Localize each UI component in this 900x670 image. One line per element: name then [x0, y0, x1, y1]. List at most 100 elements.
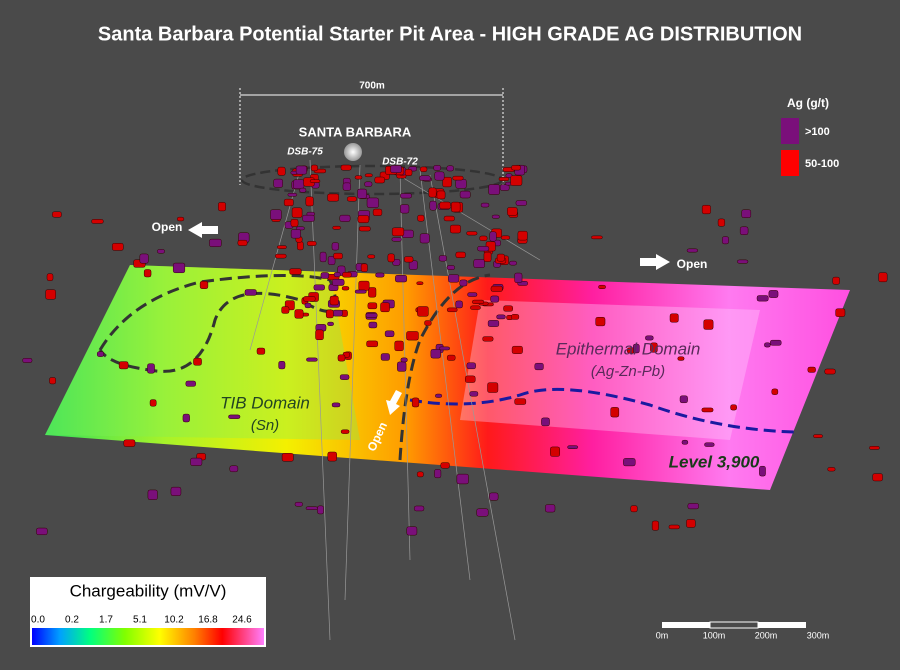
ag-intercept: [517, 230, 528, 241]
ag-intercept: [737, 259, 749, 264]
ag-intercept: [346, 196, 357, 202]
drill-trace: [429, 174, 516, 641]
ag-intercept: [170, 486, 182, 496]
level-label: Level 3,900: [669, 452, 760, 471]
ag-intercept: [650, 342, 658, 353]
drill-trace: [389, 169, 541, 261]
ag-intercept: [302, 214, 315, 222]
ag-intercept: [469, 391, 479, 397]
ag-intercept: [741, 209, 752, 218]
legend: >100 50-100: [781, 118, 839, 176]
ag-intercept: [704, 442, 715, 447]
ag-intercept: [459, 279, 468, 287]
ag-intercept: [514, 272, 523, 283]
ag-intercept: [331, 242, 339, 251]
ag-intercept: [511, 165, 521, 171]
ag-intercept: [488, 184, 500, 195]
ag-intercept: [340, 164, 352, 171]
ag-intercept: [368, 321, 378, 329]
ag-intercept: [610, 407, 620, 418]
ag-intercept: [380, 353, 390, 361]
ag-intercept: [327, 451, 337, 462]
ag-intercept: [455, 300, 463, 309]
ag-intercept: [507, 207, 518, 216]
ag-intercept: [429, 200, 437, 211]
ag-intercept: [139, 253, 149, 264]
ag-intercept: [651, 520, 659, 531]
ag-intercept: [367, 254, 376, 259]
open-arrow: [386, 390, 402, 415]
ag-intercept: [434, 171, 445, 181]
domain-boundary: [409, 387, 796, 434]
ag-intercept: [291, 207, 303, 218]
ag-intercept: [147, 363, 155, 374]
ag-intercept: [419, 175, 431, 181]
ag-intercept: [442, 176, 452, 188]
ag-intercept: [354, 289, 367, 294]
ag-intercept: [739, 226, 749, 235]
ag-intercept: [332, 278, 345, 286]
ag-intercept: [244, 289, 257, 296]
ag-intercept: [366, 340, 379, 348]
colorbar-ticks: 0.0 0.2 1.7 5.1 10.2 16.8 24.6: [31, 615, 252, 626]
ag-intercept: [645, 335, 654, 341]
ag-intercept: [372, 208, 383, 216]
ag-intercept: [287, 192, 298, 197]
ag-intercept: [340, 429, 350, 434]
ag-intercept: [759, 465, 766, 477]
ag-intercept: [304, 302, 312, 309]
domain-boundary: [398, 273, 491, 461]
ag-intercept: [325, 309, 334, 319]
ag-intercept: [278, 361, 286, 370]
ag-intercept: [143, 269, 152, 278]
ag-intercept: [49, 377, 56, 385]
ag-intercept: [364, 181, 373, 187]
ag-intercept: [687, 503, 699, 510]
ag-intercept: [487, 382, 499, 393]
open-label: Open: [677, 257, 708, 271]
open-arrow: [188, 222, 218, 238]
ag-intercept: [406, 526, 418, 536]
scale-label: 100m: [703, 630, 726, 640]
ag-intercept: [333, 272, 341, 278]
ag-intercept: [721, 236, 729, 245]
ag-intercept: [459, 190, 471, 199]
ag-intercept: [411, 397, 420, 408]
ag-intercept: [380, 302, 390, 313]
ag-intercept: [199, 280, 209, 289]
ag-intercept: [333, 252, 343, 260]
ag-intercept: [182, 413, 190, 423]
ag-intercept: [717, 218, 726, 227]
ag-intercept: [283, 198, 294, 207]
ag-intercept: [96, 351, 104, 357]
ag-intercept: [317, 505, 324, 515]
ag-intercept: [404, 256, 414, 263]
drill-trace: [309, 159, 331, 641]
legend-label: 50-100: [805, 158, 839, 170]
ag-intercept: [869, 446, 880, 450]
legend-swatch: [781, 150, 799, 176]
ag-intercept: [764, 342, 771, 348]
ag-intercept: [511, 345, 523, 354]
ag-intercept: [479, 235, 488, 241]
ag-intercept: [358, 226, 371, 232]
ag-intercept: [270, 209, 282, 220]
ag-intercept: [424, 320, 432, 326]
ag-intercept: [400, 357, 408, 363]
ag-intercept: [452, 175, 464, 181]
ag-intercept: [277, 166, 286, 176]
ag-intercept: [157, 249, 165, 254]
ag-intercept: [510, 175, 523, 186]
ag-intercept: [496, 314, 506, 320]
domain-label: TIB Domain: [220, 393, 310, 412]
ag-intercept: [632, 343, 640, 354]
ag-intercept: [320, 272, 330, 279]
scale-label: 300m: [807, 630, 830, 640]
ag-intercept: [430, 349, 441, 359]
ag-intercept: [677, 356, 685, 361]
ag-intercept: [438, 346, 450, 351]
ag-intercept: [686, 248, 698, 253]
ag-intercept: [630, 505, 638, 513]
ag-intercept: [273, 178, 283, 188]
ag-intercept: [435, 393, 443, 398]
